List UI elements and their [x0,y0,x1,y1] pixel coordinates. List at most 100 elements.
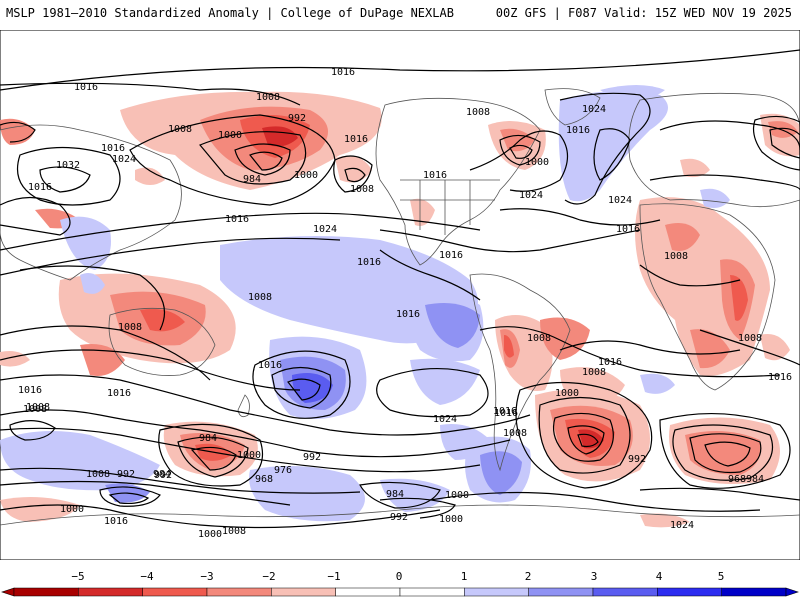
isobar-label: 992 [288,113,306,124]
isobar-label: 1016 [18,385,42,396]
negative-anomaly-region [0,496,80,522]
isobar-label: 1032 [56,160,80,171]
colorbar-swatch [13,587,79,597]
isobar-label: 1008 [256,92,280,103]
negative-anomaly-region [80,344,125,376]
anomaly-map[interactable]: 1016 1016 1008 992 1008 1000 1016 1016 1024 984 10… [0,30,800,560]
isobar-label: 1000 [198,529,222,540]
colorbar-swatch [592,587,658,597]
model-run-info: 00Z GFS | F087 Valid: 15Z WED NOV 19 202… [495,6,792,20]
isobar-label: 992 [303,452,321,463]
isobar-label: 1008 [582,367,606,378]
negative-anomaly-region [540,317,590,360]
isobar-label: 1016 [101,143,125,154]
colorbar-tick-label: −4 [140,570,154,583]
colorbar-swatch [721,587,787,597]
isobar-label: 1016 [598,357,622,368]
isobar-label: 984 [199,433,217,444]
isobar-label: 1000 [218,130,242,141]
colorbar-tick-label: 2 [525,570,532,583]
map-title: MSLP 1981–2010 Standardized Anomaly | Co… [6,6,454,20]
isobar-label: 992 [117,469,135,480]
isobar-label: 1024 [670,520,694,531]
negative-anomaly-region [685,431,761,475]
isobar-label: 968 [255,474,273,485]
colorbar-swatch [78,587,143,597]
negative-anomaly-region [140,308,185,332]
anomaly-shading [0,85,800,528]
isobar-label: 1008 [527,333,551,344]
isobar-label: 1016 [566,125,590,136]
isobar-label: 984 [243,174,261,185]
positive-anomaly-region [425,302,480,348]
negative-anomaly-region [680,158,710,178]
isobar-label: 1008 [26,402,50,413]
isobar-label: 1008 [503,428,527,439]
isobar-label: 1024 [582,104,606,115]
anomaly-colorbar: −5 −4 −3 −2 −1 0 1 2 3 4 5 [0,566,800,600]
isobar-label: 1008 [118,322,142,333]
isobars [0,49,800,529]
isobar-label: 1016 [423,170,447,181]
colorbar-tick-label: 1 [461,570,468,583]
isobar-label: 992 [390,512,408,523]
colorbar-tick-label: 4 [656,570,663,583]
colorbar-tick-label: −2 [262,570,275,583]
colorbar-swatch [399,587,465,597]
colorbar-tick-label: −1 [327,570,340,583]
positive-anomaly-region [292,372,333,403]
isobar-label: 1008 [222,526,246,537]
colorbar-tick-label: −3 [200,570,213,583]
positive-anomaly-region [80,272,105,294]
negative-anomaly-region [640,513,690,528]
isobar-label: 1000 [60,504,84,515]
isobar-label: 992 [628,454,646,465]
isobar-label: 1024 [608,195,632,206]
colorbar-swatch [142,587,208,597]
isobar-label: 1008 [23,404,47,415]
isobar-label: 1016 [768,372,792,383]
isobar-label: 1016 [396,309,420,320]
negative-anomaly-region [504,335,514,358]
isobar-label: 1016 [357,257,381,268]
isobar-label: 984 [153,469,171,480]
isobar-label: 1008 [664,251,688,262]
isobar-label: 1000 [439,514,463,525]
isobar-label: 984 [746,474,764,485]
negative-anomaly-region [730,275,748,321]
isobar-label: 1016 [331,67,355,78]
isobar-label: 1000 [294,170,318,181]
negative-anomaly-region [760,334,790,361]
isobar-label: 1016 [616,224,640,235]
isobar-label: 1008 [248,292,272,303]
isobar-label: 1016 [74,82,98,93]
colorbar-max-arrow [785,587,799,597]
positive-anomaly-region [380,478,450,512]
colorbar-ticks: −5 −4 −3 −2 −1 0 1 2 3 4 5 [71,570,724,583]
isobar-label: 1024 [433,414,457,425]
isobar-label: 1016 [104,516,128,527]
isobar-label: 1008 [86,469,110,480]
isobar-label: 1000 [555,388,579,399]
colorbar-swatches [1,587,799,597]
colorbar-swatch [528,587,594,597]
colorbar-swatch [271,587,336,597]
negative-anomaly-region [135,167,165,185]
positive-anomaly-region [700,188,730,208]
isobar-label: 1016 [225,214,249,225]
isobar-label: 992 [154,470,172,481]
positive-anomaly-region [640,373,675,394]
positive-anomaly-region [480,451,522,495]
isobar-label: 1016 [28,182,52,193]
isobar-label: 1016 [439,250,463,261]
colorbar-swatch [206,587,272,597]
isobar-label: 1016 [344,134,368,145]
isobar-label: 984 [386,489,404,500]
negative-anomaly-region [665,222,700,251]
colorbar-canvas: −5 −4 −3 −2 −1 0 1 2 3 4 5 [1,570,799,597]
colorbar-min-arrow [1,587,15,597]
isobar-label: 1000 [445,490,469,501]
isobar-label: 1008 [350,184,374,195]
